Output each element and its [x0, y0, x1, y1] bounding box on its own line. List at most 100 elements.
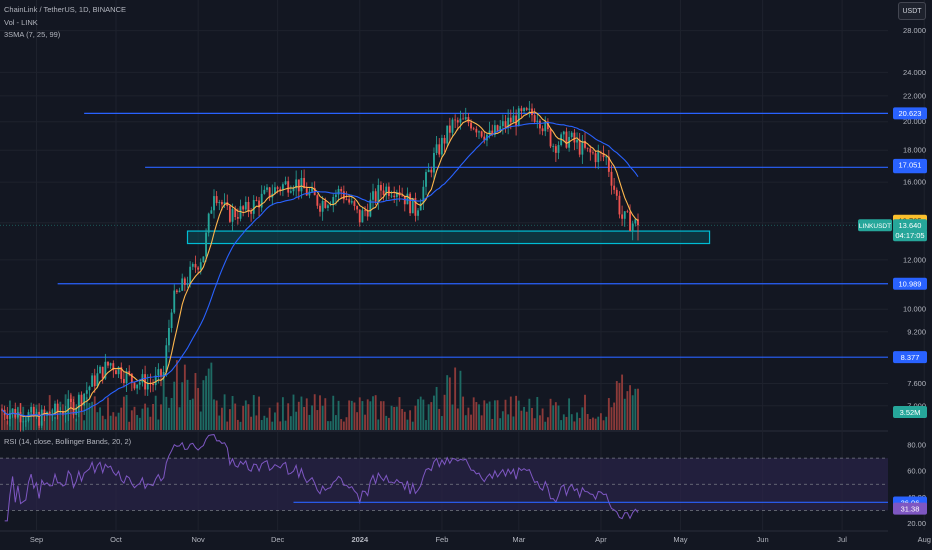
- volume-bar: [573, 421, 576, 430]
- volume-bar: [122, 396, 125, 430]
- candle-body: [202, 256, 205, 263]
- candle-body: [605, 156, 608, 158]
- volume-bar: [610, 407, 613, 430]
- volume-bar: [364, 414, 366, 430]
- volume-bar: [210, 362, 213, 430]
- volume-bar: [115, 416, 117, 430]
- x-tick-label: 2024: [351, 535, 369, 544]
- candle-body: [361, 210, 364, 223]
- volume-bar: [149, 416, 152, 430]
- candle-body: [470, 122, 472, 129]
- volume-bar: [549, 398, 552, 430]
- candle-body: [499, 126, 502, 132]
- volume-bar: [231, 396, 234, 430]
- y-tick-label: 9.200: [907, 327, 926, 336]
- candle-body: [297, 179, 300, 192]
- volume-bar: [353, 402, 356, 430]
- volume-bar: [255, 415, 258, 430]
- volume-bar: [427, 404, 430, 430]
- volume-bar: [443, 394, 446, 430]
- volume-bar: [46, 414, 48, 430]
- symbol-title[interactable]: ChainLink / TetherUS, 1D, BINANCE: [4, 5, 126, 14]
- candle-body: [228, 206, 231, 222]
- candle-body: [345, 199, 348, 201]
- volume-bar: [297, 401, 300, 430]
- candle-body: [252, 200, 255, 214]
- sma-indicator-label[interactable]: 3SMA (7, 25, 99): [4, 30, 61, 39]
- candle-body: [46, 411, 48, 414]
- volume-indicator-label[interactable]: Vol - LINK: [4, 18, 38, 27]
- candle-body: [581, 140, 584, 155]
- volume-bar: [30, 411, 33, 430]
- volume-bar: [281, 397, 284, 430]
- candle-body: [146, 382, 149, 390]
- candle-body: [462, 118, 465, 120]
- volume-bar: [631, 395, 634, 430]
- candle-body: [626, 211, 629, 213]
- volume-bar: [446, 375, 449, 430]
- volume-bar: [168, 407, 170, 430]
- candle-body: [115, 370, 117, 375]
- candle-body: [451, 119, 454, 133]
- y-tick-label: 20.000: [903, 117, 926, 126]
- candle-body: [385, 186, 388, 195]
- candle-body: [433, 152, 435, 173]
- countdown-tag-bg: [893, 229, 927, 242]
- volume-bar: [199, 411, 202, 430]
- candle-body: [284, 181, 287, 185]
- volume-bar: [467, 407, 470, 430]
- candle-body: [242, 206, 245, 210]
- volume-bar: [59, 401, 62, 430]
- candle-body: [274, 187, 276, 194]
- volume-bar: [597, 416, 600, 430]
- volume-bar: [183, 364, 186, 430]
- volume-bar: [599, 413, 602, 430]
- rsi-ma-tag: 31.38: [893, 502, 927, 515]
- candle-body: [382, 190, 385, 195]
- volume-bar: [234, 403, 237, 430]
- candle-body: [101, 366, 104, 379]
- candle-body: [430, 169, 433, 173]
- volume-bar: [80, 403, 83, 430]
- extra-price-tag-text: 17.051: [899, 161, 922, 170]
- volume-bar: [491, 418, 494, 430]
- volume-bars: [1, 360, 639, 430]
- volume-bar: [6, 420, 9, 430]
- currency-button[interactable]: USDT: [898, 2, 926, 20]
- candle-body: [578, 139, 581, 155]
- y-tick-label: 22.000: [903, 91, 926, 100]
- level-price-tag-bg: [893, 351, 927, 364]
- candle-body: [414, 197, 417, 216]
- candle-body: [631, 223, 634, 232]
- volume-bar: [120, 407, 123, 430]
- candle-body: [80, 394, 83, 406]
- volume-bar: [621, 374, 624, 430]
- candle-body: [358, 209, 361, 223]
- candle-body: [586, 147, 589, 149]
- candle-body: [637, 219, 639, 226]
- candle-body: [213, 196, 215, 211]
- volume-bar: [130, 410, 133, 430]
- level-price-tag: 8.377: [893, 351, 927, 364]
- volume-tag-bg: [893, 406, 927, 418]
- candle-body: [340, 188, 343, 192]
- candle-body: [207, 213, 210, 233]
- candle-body: [14, 408, 17, 418]
- candle-body: [107, 361, 109, 366]
- level-price-tag: 10.989: [893, 277, 927, 290]
- candle-body: [54, 403, 56, 415]
- volume-bar: [43, 416, 46, 430]
- sma-fast-line: [1, 111, 639, 418]
- candle-body: [512, 115, 515, 123]
- rsi-indicator-label[interactable]: RSI (14, close, Bollinger Bands, 20, 2): [4, 437, 132, 446]
- volume-bar: [175, 360, 178, 430]
- volume-bar: [311, 405, 313, 430]
- candle-body: [221, 202, 223, 205]
- support-zone: [186, 230, 711, 245]
- candle-body: [189, 266, 192, 284]
- volume-bar: [483, 400, 486, 430]
- volume-bar: [626, 391, 629, 430]
- candle-body: [621, 214, 624, 219]
- volume-bar: [213, 399, 215, 430]
